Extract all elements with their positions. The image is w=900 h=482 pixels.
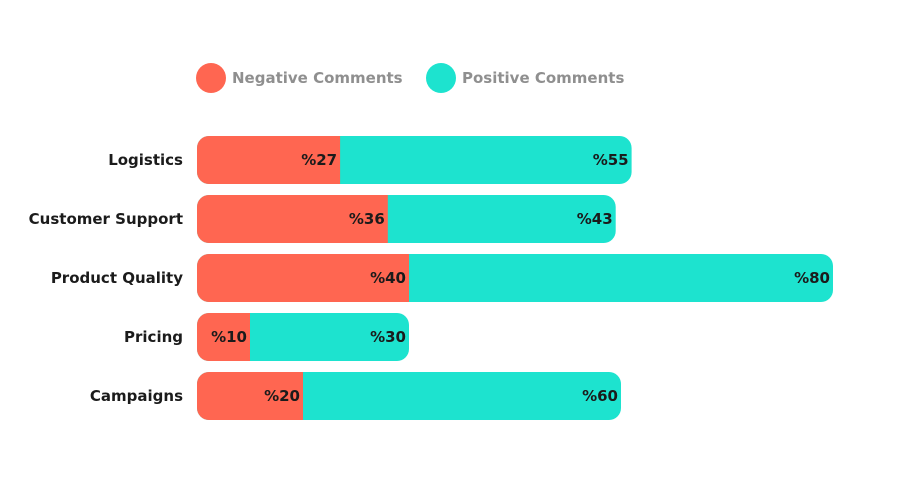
- value-label-positive-2: %80: [794, 269, 830, 287]
- legend-label-1: Positive Comments: [462, 69, 624, 87]
- legend-label-0: Negative Comments: [232, 69, 403, 87]
- category-label-4: Campaigns: [90, 387, 183, 405]
- category-label-3: Pricing: [124, 328, 183, 346]
- value-label-negative-3: %10: [211, 328, 247, 346]
- legend: Negative Comments Positive Comments: [196, 63, 624, 93]
- legend-swatch-1: [426, 63, 456, 93]
- bar-negative-2: [197, 254, 409, 302]
- bar-row-2: %40 %80: [197, 254, 833, 302]
- bar-negative-1: [197, 195, 388, 243]
- category-label-0: Logistics: [108, 151, 183, 169]
- value-label-positive-3: %30: [370, 328, 406, 346]
- category-label-1: Customer Support: [29, 210, 183, 228]
- value-label-positive-1: %43: [577, 210, 613, 228]
- bars: %27 %55 %36 %43 %40 %80 %10 %30 %20 %60: [197, 136, 833, 420]
- value-label-negative-1: %36: [349, 210, 385, 228]
- value-label-negative-4: %20: [264, 387, 300, 405]
- legend-swatch-0: [196, 63, 226, 93]
- value-label-positive-0: %55: [593, 151, 629, 169]
- value-label-negative-0: %27: [301, 151, 337, 169]
- category-labels: Logistics Customer Support Product Quality…: [29, 151, 184, 405]
- category-label-2: Product Quality: [51, 269, 183, 287]
- value-label-positive-4: %60: [582, 387, 618, 405]
- bar-negative-3: [197, 313, 250, 361]
- bar-row-0: %27 %55: [197, 136, 632, 184]
- bar-row-3: %10 %30: [197, 313, 409, 361]
- bar-row-4: %20 %60: [197, 372, 621, 420]
- bar-negative-4: [197, 372, 303, 420]
- value-label-negative-2: %40: [370, 269, 406, 287]
- bar-negative-0: [197, 136, 341, 184]
- bar-row-1: %36 %43: [197, 195, 616, 243]
